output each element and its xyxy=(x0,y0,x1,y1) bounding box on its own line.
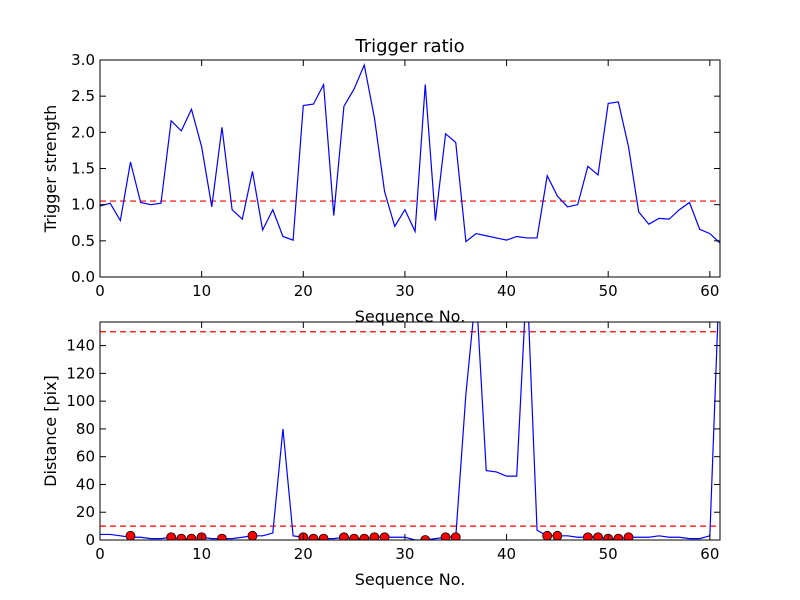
x-tick-label: 50 xyxy=(599,282,618,300)
plot-area xyxy=(100,63,720,244)
data-point-marker xyxy=(420,535,431,540)
y-tick-label: 0 xyxy=(85,531,95,549)
x-tick-label: 0 xyxy=(95,545,105,563)
x-tick-label: 40 xyxy=(497,282,516,300)
series-line xyxy=(100,322,719,540)
y-tick-label: 100 xyxy=(66,392,95,410)
data-point-marker xyxy=(349,533,359,540)
x-tick-label: 20 xyxy=(294,282,313,300)
y-tick-label: 140 xyxy=(66,337,95,355)
y-tick-label: 80 xyxy=(76,420,95,438)
y-tick-label: 3.0 xyxy=(71,51,95,69)
x-tick-label: 0 xyxy=(95,282,105,300)
series-line xyxy=(100,63,720,244)
data-point-marker xyxy=(176,533,187,540)
axes-frame xyxy=(99,59,721,278)
data-point-marker xyxy=(318,533,329,540)
data-point-marker xyxy=(613,533,624,540)
data-point-marker xyxy=(247,530,258,540)
y-tick-label: 60 xyxy=(76,448,95,466)
y-tick-label: 0.5 xyxy=(71,232,95,250)
y-tick-label: 2.0 xyxy=(71,123,95,141)
y-tick-label: 0.0 xyxy=(71,268,95,286)
y-tick-label: 120 xyxy=(66,364,95,382)
data-point-marker xyxy=(593,532,603,540)
chart-2: 0 10 20 30 40 50 60 0 20 40 60 80 100 120 140 Sequence … xyxy=(41,321,721,589)
x-tick-label: 40 xyxy=(497,545,516,563)
x-axis-label: Sequence No. xyxy=(355,307,466,326)
y-axis-label: Distance [pix] xyxy=(41,375,60,487)
data-point-marker xyxy=(369,532,380,540)
data-point-marker xyxy=(125,530,136,540)
y-tick-label: 40 xyxy=(76,475,95,493)
data-point-marker xyxy=(542,530,553,540)
x-tick-label: 50 xyxy=(599,545,618,563)
y-tick-label: 1.5 xyxy=(71,160,95,178)
data-point-marker xyxy=(582,532,593,540)
x-tick-label: 60 xyxy=(700,545,719,563)
data-point-marker xyxy=(623,532,634,540)
y-tick-label: 1.0 xyxy=(71,196,95,214)
data-point-marker xyxy=(379,532,390,540)
data-point-marker xyxy=(359,533,370,540)
y-axis-label: Trigger strength xyxy=(41,105,60,234)
x-tick-label: 30 xyxy=(395,282,414,300)
y-tick-label: 2.5 xyxy=(71,87,95,105)
data-point-marker xyxy=(166,532,177,540)
x-tick-label: 30 xyxy=(395,545,414,563)
chart-title: Trigger ratio xyxy=(354,36,464,57)
y-tick-label: 20 xyxy=(76,503,95,521)
plot-area xyxy=(100,322,720,540)
data-point-marker xyxy=(339,532,349,540)
x-tick-label: 60 xyxy=(700,282,719,300)
axes-frame xyxy=(99,321,721,541)
data-point-marker xyxy=(186,533,197,540)
data-point-marker xyxy=(217,533,227,540)
data-point-marker xyxy=(450,532,461,540)
x-tick-label: 10 xyxy=(192,545,211,563)
data-point-marker xyxy=(440,532,451,540)
data-point-marker xyxy=(552,530,563,540)
x-tick-label: 10 xyxy=(192,282,211,300)
x-axis-label: Sequence No. xyxy=(355,570,466,589)
x-tick-label: 20 xyxy=(294,545,313,563)
chart-1: 0 10 20 30 40 50 60 0.0 0.5 1.0 1.5 2.0 2.5 3.0 Sequen… xyxy=(41,36,721,326)
data-point-marker xyxy=(308,533,319,540)
